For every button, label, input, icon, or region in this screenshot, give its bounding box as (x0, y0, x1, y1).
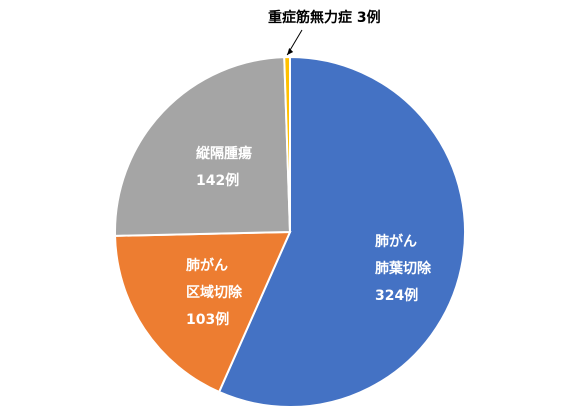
slice-label-0-line-2: 324例 (375, 287, 418, 304)
pie-slice-1 (114, 230, 292, 394)
slice-label-1-line-0: 肺がん (186, 257, 228, 274)
slice-label-1-line-1: 区域切除 (186, 284, 243, 301)
pie-slice-2 (114, 56, 292, 237)
callout-arrow-icon (287, 48, 294, 56)
pie-slice-0 (217, 55, 467, 408)
slice-label-0-line-1: 肺葉切除 (375, 260, 432, 277)
slice-label-1-line-2: 103例 (186, 311, 229, 328)
slices-layer (114, 55, 467, 408)
slice-label-2-line-0: 縦隔腫瘍 (196, 145, 252, 162)
slice-label-3-line-0: 重症筋無力症 3例 (268, 9, 381, 26)
pie-slice-3 (283, 55, 291, 233)
slice-label-2-line-1: 142例 (196, 172, 239, 189)
slice-label-0-line-0: 肺がん (375, 233, 417, 250)
